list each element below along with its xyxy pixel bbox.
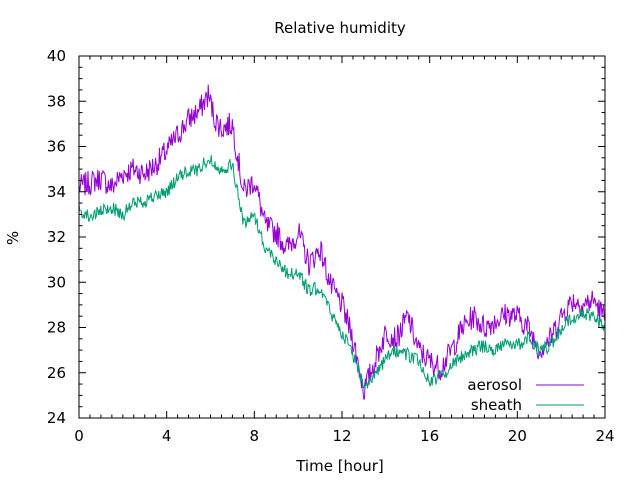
- series-layer: [78, 84, 606, 400]
- x-tick-label: 20: [508, 427, 527, 445]
- x-axis-label: Time [hour]: [295, 457, 384, 475]
- series-line-aerosol: [78, 84, 606, 400]
- y-tick-label: 32: [47, 228, 66, 246]
- x-tick-label: 12: [332, 427, 351, 445]
- y-tick-label: 28: [47, 319, 66, 337]
- chart-title: Relative humidity: [274, 19, 406, 37]
- x-tick-label: 24: [595, 427, 614, 445]
- y-tick-label: 30: [47, 273, 66, 291]
- y-tick-label: 40: [47, 47, 66, 65]
- y-tick-label: 36: [47, 138, 66, 156]
- x-tick-label: 4: [162, 427, 172, 445]
- x-tick-label: 0: [74, 427, 84, 445]
- legend-label-sheath: sheath: [471, 396, 522, 414]
- y-tick-label: 24: [47, 409, 66, 427]
- y-tick-label: 38: [47, 92, 66, 110]
- x-tick-label: 8: [250, 427, 260, 445]
- legend: aerosol sheath: [467, 376, 584, 414]
- y-tick-label: 26: [47, 364, 66, 382]
- y-tick-label: 34: [47, 183, 66, 201]
- y-axis-label: %: [4, 231, 22, 245]
- axis-layer: 0 4 8 12 16 20 24 24 26 28 30 32 34 36 38 40: [47, 47, 615, 445]
- plot-frame: [78, 55, 606, 419]
- series-line-sheath: [78, 155, 606, 390]
- x-tick-label: 16: [420, 427, 439, 445]
- legend-label-aerosol: aerosol: [467, 376, 522, 394]
